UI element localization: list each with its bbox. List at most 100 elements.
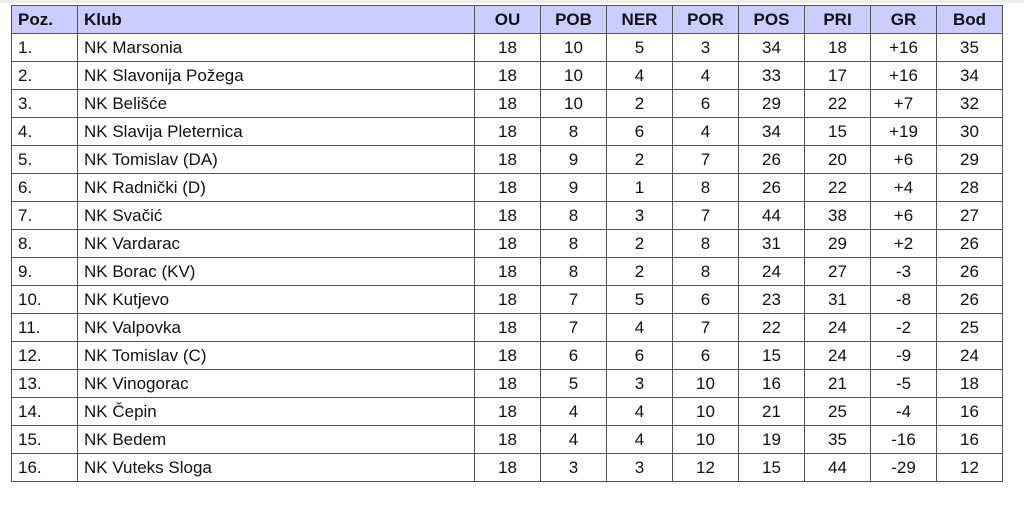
cell-draws: 2 <box>606 257 673 286</box>
cell-goals-against: 31 <box>804 285 871 314</box>
cell-goals-for: 22 <box>738 313 805 342</box>
cell-wins: 5 <box>540 369 607 398</box>
cell-club: NK Slavonija Požega <box>77 61 475 90</box>
cell-goals-for: 21 <box>738 397 805 426</box>
cell-goal-difference: +16 <box>870 33 937 62</box>
cell-goal-difference: +2 <box>870 229 937 258</box>
cell-wins: 8 <box>540 257 607 286</box>
table-row: 13. NK Vinogorac 18 5 3 10 16 21 -5 18 <box>11 369 1003 398</box>
cell-losses: 6 <box>672 285 739 314</box>
cell-position: 13. <box>11 369 78 398</box>
cell-draws: 4 <box>606 313 673 342</box>
cell-draws: 2 <box>606 145 673 174</box>
header-draws: NER <box>606 5 673 34</box>
cell-goals-for: 26 <box>738 145 805 174</box>
cell-points: 32 <box>936 89 1003 118</box>
cell-goals-against: 22 <box>804 173 871 202</box>
header-position: Poz. <box>11 5 78 34</box>
cell-losses: 4 <box>672 117 739 146</box>
cell-goal-difference: +6 <box>870 201 937 230</box>
cell-played: 18 <box>474 229 541 258</box>
cell-points: 16 <box>936 397 1003 426</box>
cell-played: 18 <box>474 145 541 174</box>
cell-losses: 3 <box>672 33 739 62</box>
cell-points: 26 <box>936 285 1003 314</box>
cell-draws: 5 <box>606 33 673 62</box>
cell-draws: 2 <box>606 89 673 118</box>
header-goal-difference: GR <box>870 5 937 34</box>
cell-goal-difference: -9 <box>870 341 937 370</box>
cell-goal-difference: +6 <box>870 145 937 174</box>
cell-played: 18 <box>474 89 541 118</box>
header-row: Poz. Klub OU POB NER POR POS PRI GR Bod <box>11 5 1003 34</box>
cell-club: NK Marsonia <box>77 33 475 62</box>
cell-played: 18 <box>474 341 541 370</box>
header-goals-against: PRI <box>804 5 871 34</box>
cell-goals-for: 34 <box>738 33 805 62</box>
cell-wins: 8 <box>540 117 607 146</box>
cell-position: 14. <box>11 397 78 426</box>
cell-played: 18 <box>474 173 541 202</box>
cell-goals-for: 31 <box>738 229 805 258</box>
cell-goal-difference: -16 <box>870 425 937 454</box>
header-played: OU <box>474 5 541 34</box>
cell-points: 16 <box>936 425 1003 454</box>
header-losses: POR <box>672 5 739 34</box>
cell-points: 35 <box>936 33 1003 62</box>
cell-club: NK Borac (KV) <box>77 257 475 286</box>
cell-played: 18 <box>474 257 541 286</box>
table-row: 7. NK Svačić 18 8 3 7 44 38 +6 27 <box>11 201 1003 230</box>
cell-position: 1. <box>11 33 78 62</box>
cell-goals-for: 24 <box>738 257 805 286</box>
cell-goals-for: 44 <box>738 201 805 230</box>
cell-goals-for: 16 <box>738 369 805 398</box>
cell-losses: 7 <box>672 313 739 342</box>
cell-played: 18 <box>474 201 541 230</box>
cell-draws: 4 <box>606 397 673 426</box>
table-row: 11. NK Valpovka 18 7 4 7 22 24 -2 25 <box>11 313 1003 342</box>
cell-wins: 10 <box>540 33 607 62</box>
cell-points: 25 <box>936 313 1003 342</box>
table-row: 5. NK Tomislav (DA) 18 9 2 7 26 20 +6 29 <box>11 145 1003 174</box>
table-row: 10. NK Kutjevo 18 7 5 6 23 31 -8 26 <box>11 285 1003 314</box>
cell-goal-difference: -3 <box>870 257 937 286</box>
cell-position: 8. <box>11 229 78 258</box>
cell-played: 18 <box>474 33 541 62</box>
cell-position: 9. <box>11 257 78 286</box>
cell-club: NK Vuteks Sloga <box>77 453 475 482</box>
top-border <box>0 0 1024 3</box>
cell-losses: 8 <box>672 257 739 286</box>
table-row: 2. NK Slavonija Požega 18 10 4 4 33 17 +16 34 <box>11 61 1003 90</box>
cell-points: 34 <box>936 61 1003 90</box>
cell-draws: 5 <box>606 285 673 314</box>
cell-goals-for: 29 <box>738 89 805 118</box>
cell-club: NK Valpovka <box>77 313 475 342</box>
cell-losses: 10 <box>672 397 739 426</box>
cell-wins: 3 <box>540 453 607 482</box>
cell-played: 18 <box>474 285 541 314</box>
cell-wins: 6 <box>540 341 607 370</box>
cell-goals-for: 19 <box>738 425 805 454</box>
cell-goals-against: 15 <box>804 117 871 146</box>
table-row: 6. NK Radnički (D) 18 9 1 8 26 22 +4 28 <box>11 173 1003 202</box>
cell-draws: 1 <box>606 173 673 202</box>
cell-played: 18 <box>474 117 541 146</box>
cell-goals-for: 26 <box>738 173 805 202</box>
cell-losses: 12 <box>672 453 739 482</box>
cell-wins: 7 <box>540 313 607 342</box>
cell-played: 18 <box>474 369 541 398</box>
cell-losses: 4 <box>672 61 739 90</box>
cell-goals-for: 15 <box>738 341 805 370</box>
header-goals-for: POS <box>738 5 805 34</box>
cell-club: NK Radnički (D) <box>77 173 475 202</box>
cell-played: 18 <box>474 397 541 426</box>
cell-wins: 10 <box>540 89 607 118</box>
cell-goals-against: 17 <box>804 61 871 90</box>
cell-wins: 9 <box>540 173 607 202</box>
cell-points: 26 <box>936 257 1003 286</box>
cell-goals-against: 27 <box>804 257 871 286</box>
cell-goals-against: 44 <box>804 453 871 482</box>
header-club: Klub <box>77 5 475 34</box>
cell-club: NK Belišće <box>77 89 475 118</box>
cell-wins: 8 <box>540 229 607 258</box>
